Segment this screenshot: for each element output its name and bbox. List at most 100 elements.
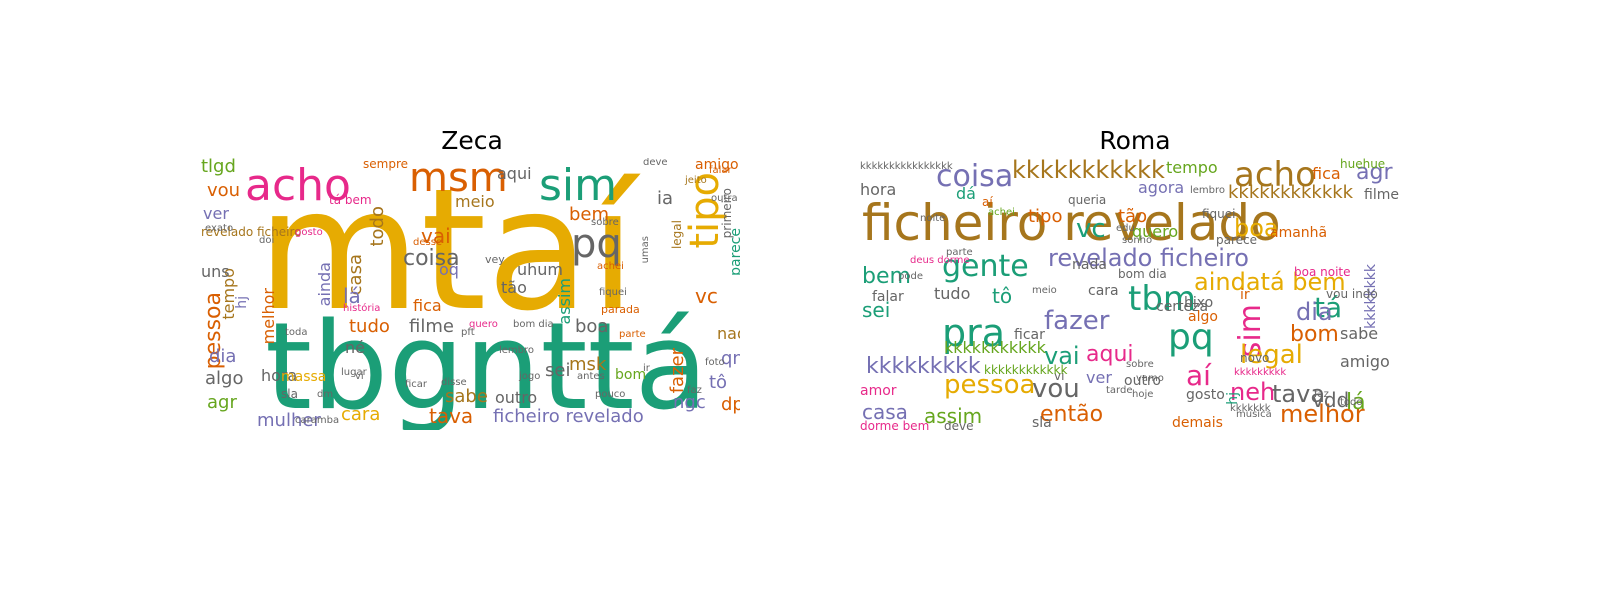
left-word: outro <box>495 388 538 407</box>
right-word: então <box>1040 402 1104 427</box>
left-word: vou <box>207 180 241 201</box>
right-word: hora <box>860 180 897 199</box>
right-word: vc <box>1076 214 1106 244</box>
left-word: bom dia <box>513 319 554 330</box>
right-word: meio <box>1032 285 1057 296</box>
left-word: vc <box>695 284 718 308</box>
left-word: jeito <box>685 175 707 186</box>
right-word: vai <box>1044 342 1080 370</box>
right-word: tarde <box>1106 385 1133 396</box>
right-word: deus dorme <box>910 255 970 266</box>
left-word: revelado ficheiro <box>201 225 302 239</box>
left-word: doi <box>259 235 275 246</box>
right-word: lá <box>1346 390 1366 415</box>
left-word: né <box>345 338 365 357</box>
right-word: kkkkkkkkk <box>866 354 981 379</box>
left-word: foto <box>705 357 725 368</box>
left-word: faz <box>687 385 702 396</box>
left-word: antes <box>577 371 605 382</box>
right-word: todo <box>1340 397 1363 408</box>
left-word: desse <box>413 237 443 248</box>
right-word: kkkkkkkkkkkkkkkk <box>860 161 953 172</box>
right-word: pode <box>898 271 923 282</box>
right-word: sla <box>1032 415 1052 430</box>
left-word: acho <box>245 160 351 211</box>
right-word: tão <box>1118 206 1148 227</box>
left-word: umas <box>640 236 651 264</box>
right-word: boa noite <box>1294 265 1351 279</box>
left-word: algo <box>205 368 244 389</box>
right-word: legal <box>1240 340 1303 370</box>
left-word: oq <box>439 260 459 279</box>
right-word: revelado ficheiro <box>1048 244 1249 272</box>
left-word: msk <box>569 354 607 375</box>
right-word: vou <box>1032 374 1080 404</box>
left-word: ainda <box>315 262 334 307</box>
left-word: dia <box>209 346 237 367</box>
right-word: dá <box>956 184 976 203</box>
right-word: aqui <box>1086 342 1134 367</box>
left-word: massa <box>281 369 327 385</box>
left-word: fiquei <box>599 287 627 298</box>
left-word: vai <box>421 224 451 248</box>
right-word: hoje <box>1132 389 1154 400</box>
left-word: uns <box>201 262 230 281</box>
right-word: amor <box>860 383 897 399</box>
left-word: tlgd <box>201 158 236 177</box>
right-word: vamo <box>1136 373 1164 384</box>
left-word: filme <box>409 316 454 337</box>
right-word: tudo <box>934 284 971 303</box>
left-word: sabe <box>445 386 488 407</box>
right-word: neh <box>1230 378 1276 406</box>
left-cloud-title: Zeca <box>441 126 503 155</box>
right-word: assim <box>924 404 983 428</box>
left-word: agr <box>207 392 237 413</box>
left-word: ir <box>643 363 650 374</box>
left-word: quero <box>469 319 498 330</box>
right-word: faz <box>1314 389 1329 400</box>
right-word: falar <box>872 289 904 305</box>
right-word: coisa <box>936 159 1014 194</box>
left-word: ia <box>657 188 674 209</box>
left-word: vey <box>485 253 505 266</box>
right-word: dorme bem <box>860 419 930 430</box>
left-word: coisa <box>403 246 460 271</box>
right-word: outro <box>1124 373 1161 389</box>
right-word: parte <box>946 247 973 258</box>
right-word: pra <box>942 311 1006 355</box>
left-word: história <box>343 303 381 314</box>
right-word: fiquei <box>1202 207 1236 221</box>
left-word: parte <box>619 329 646 340</box>
left-word: meio <box>455 192 495 211</box>
left-word: sobre <box>591 217 619 228</box>
right-word: sobre <box>1126 359 1154 370</box>
left-word: boa <box>575 316 609 337</box>
left-word: tão <box>501 278 527 297</box>
right-word: ver <box>1086 368 1112 387</box>
left-word: tô <box>709 372 728 393</box>
left-word: mtaí <box>257 158 637 348</box>
left-word: tava <box>429 404 474 428</box>
right-word: edu <box>1116 223 1135 234</box>
left-word: lembro <box>499 345 535 356</box>
right-word: demais <box>1172 415 1223 430</box>
left-word: vi <box>355 371 364 382</box>
right-word: melhor <box>1280 400 1365 428</box>
left-word: todo <box>367 206 388 247</box>
left-word: bem <box>569 204 610 225</box>
left-word: ficheiro revelado <box>493 406 644 427</box>
left-word: tudo <box>349 316 390 337</box>
right-word: tempo <box>1166 158 1218 177</box>
left-word: lá <box>343 284 361 308</box>
left-word: dm <box>317 389 334 400</box>
left-word: tá bem <box>329 193 372 207</box>
left-word: primeiro <box>720 188 734 239</box>
right-word: huehue <box>1340 158 1386 171</box>
right-word: casa <box>862 400 908 424</box>
right-word: fazer <box>1044 306 1110 336</box>
left-word: assim <box>555 278 574 325</box>
left-word: sim <box>539 160 618 211</box>
right-word: deve <box>944 419 974 430</box>
left-word: deve <box>643 158 668 168</box>
right-word: agora <box>1138 178 1185 197</box>
